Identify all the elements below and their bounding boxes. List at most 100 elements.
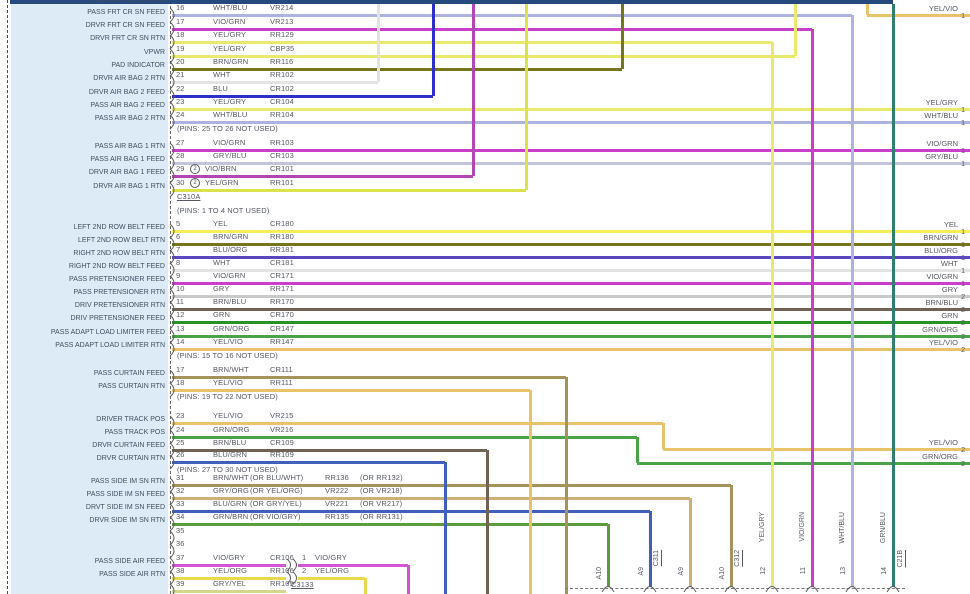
signal-label: DRVR CURTAIN RTN	[96, 455, 165, 462]
wire-grn	[172, 321, 970, 324]
wire-color-name: YEL	[213, 219, 228, 228]
circuit-code: RR116	[270, 57, 294, 66]
wire-color-name: GRY	[213, 284, 230, 293]
circuit-code: RR106	[270, 566, 294, 575]
signal-label: PASS CURTAIN FEED	[93, 370, 165, 377]
wire-yel-org	[364, 578, 367, 594]
right-exit-wire-label: YEL/GRY	[925, 98, 958, 107]
bottom-wire-color-label: YEL/GRY	[759, 512, 766, 543]
pin-number: 16	[176, 3, 185, 12]
signal-label: DRVR FRT CR SN FEED	[85, 22, 165, 29]
signal-label: RIGHT 2ND ROW BELT FEED	[68, 263, 165, 270]
wire-grn-blu	[892, 4, 895, 587]
right-exit-wire-label: BLU/ORG	[924, 246, 958, 255]
circuit-code: RR135	[325, 512, 349, 521]
wire-color-alt: (OR YEL/ORG)	[250, 486, 303, 495]
signal-label: PASS ADAPT LOAD LIMITER FEED	[50, 329, 165, 336]
wire-blu-grn	[172, 510, 650, 513]
wire-yel-vio	[529, 390, 532, 594]
wire-yel-vio	[867, 14, 970, 17]
wire-vio-grn	[172, 149, 970, 152]
wire-yel-grn	[172, 189, 526, 192]
circuit-code: CR101	[270, 164, 294, 173]
right-exit-wire-label: GRN	[941, 311, 958, 320]
signal-label: DRVR CURTAIN FEED	[92, 442, 165, 449]
signal-label: DRIV PRETENSIONER RTN	[74, 302, 165, 309]
bottom-pin-number: 14	[881, 567, 888, 575]
signal-label: RIGHT 2ND ROW BELT RTN	[73, 250, 165, 257]
signal-label: PASS PRETENSIONER FEED	[69, 276, 165, 283]
right-exit-pin-digit: 1	[961, 118, 966, 127]
right-exit-wire-label: YEL/VIO	[928, 4, 958, 13]
circuit-code: CR181	[270, 258, 294, 267]
signal-label: PASS FRT CR SN RTN	[91, 0, 165, 4]
circuit-code: CR171	[270, 271, 294, 280]
circuit-code: VR213	[270, 17, 294, 26]
pin-number: 10	[176, 284, 185, 293]
wire-grn-org	[637, 462, 970, 465]
wire-yel-gry	[172, 55, 795, 58]
circuit-code: RR104	[270, 110, 294, 119]
circuit-code: RR111	[270, 378, 293, 387]
right-exit-pin-digit: 1	[961, 146, 966, 155]
pin-number: 28	[176, 151, 185, 160]
pin-number: 33	[176, 499, 185, 508]
wire-color-name: YEL/VIO	[213, 337, 243, 346]
connector-label-c3133: C3133	[291, 580, 314, 589]
right-exit-wire-label: VIO/GRN	[926, 272, 958, 281]
circuit-code: CR111	[270, 365, 293, 374]
wire-blu-grn	[444, 462, 447, 594]
wire-color-name: BLU/ORG	[213, 245, 248, 254]
right-exit-pin-digit: 1	[961, 159, 966, 168]
wire-color-name: BLU	[213, 84, 228, 93]
circuit-code: RR129	[270, 30, 294, 39]
wire-color-name: YEL/ORG	[213, 566, 248, 575]
right-exit-pin-digit: 2	[961, 345, 966, 354]
bottom-pin-number: 12	[760, 567, 767, 575]
pin-number: 17	[176, 365, 185, 374]
inline-wire-color: YEL/ORG	[315, 566, 350, 575]
wire-color-name: BLU/GRN	[213, 499, 248, 508]
signal-name-panel	[11, 4, 168, 594]
wire-color-name: YEL/VIO	[213, 411, 243, 420]
wire-color-name: WHT	[213, 258, 231, 267]
wire-brn-grn	[172, 68, 622, 71]
right-exit-pin-digit: 1	[961, 253, 966, 262]
wire-yel-vio	[866, 4, 869, 15]
wire-wht-blu	[172, 121, 970, 124]
circuit-code: CR147	[270, 324, 294, 333]
pin-number: 12	[176, 310, 185, 319]
pins-not-used-note: (PINS: 15 TO 16 NOT USED)	[177, 351, 278, 360]
circuit-code: RR170	[270, 297, 294, 306]
wire-color-name: WHT/BLU	[213, 110, 248, 119]
circuit-code: RR101	[270, 178, 294, 187]
pin-number: 6	[176, 232, 181, 241]
right-exit-pin-digit: 1	[961, 266, 966, 275]
pin-number: 14	[176, 337, 185, 346]
wire-brn-wht	[172, 376, 566, 379]
bottom-pin-number: A9	[678, 567, 685, 576]
wire-blu	[172, 95, 433, 98]
wire-wht	[377, 4, 380, 82]
pin-number: 13	[176, 324, 185, 333]
wire-color-name: YEL/GRY	[213, 30, 247, 39]
circuit-code: RR102	[270, 70, 294, 79]
circuit-code: RR105	[270, 579, 294, 588]
pin-number: 31	[176, 473, 185, 482]
circuit-code: RR136	[325, 473, 349, 482]
wire-color-name: VIO/GRN	[213, 138, 246, 147]
circuit-code: VR221	[325, 499, 349, 508]
wire-color-name: GRN/BRN	[213, 512, 249, 521]
pin-number: 23	[176, 97, 185, 106]
right-exit-wire-label: VIO/GRN	[926, 139, 958, 148]
wire-gry-org	[172, 497, 690, 500]
pin-number: 35	[176, 526, 185, 535]
signal-label: PASS AIR BAG 2 RTN	[94, 115, 165, 122]
wire-gry-blu	[172, 162, 970, 165]
signal-label: DRVR AIR BAG 2 FEED	[88, 89, 165, 96]
right-exit-wire-label: GRN/ORG	[922, 325, 958, 334]
pin-number: 22	[176, 84, 185, 93]
right-exit-wire-label: BRN/GRN	[923, 233, 958, 242]
bottom-wire-color-label: GRN/BLU	[880, 512, 887, 544]
wire-brn-blu	[172, 449, 487, 452]
